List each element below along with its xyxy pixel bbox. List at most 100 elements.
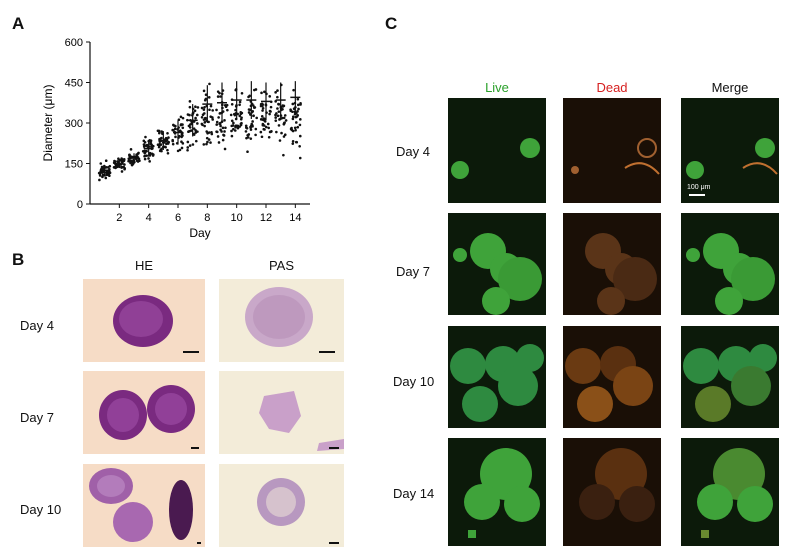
data-point <box>259 130 263 134</box>
data-point <box>296 110 299 113</box>
data-point <box>145 143 149 147</box>
data-point <box>120 160 124 164</box>
data-point <box>240 91 244 95</box>
data-point <box>142 139 146 143</box>
data-point <box>253 88 256 92</box>
data-point <box>202 108 206 111</box>
panel-label-c: C <box>385 14 398 33</box>
data-point <box>202 143 206 146</box>
data-point <box>296 103 300 107</box>
data-point <box>291 117 295 121</box>
dead-day14-image <box>563 438 661 546</box>
y-tick-label: 0 <box>77 199 83 211</box>
data-point <box>275 130 278 134</box>
x-tick-label: 4 <box>146 212 152 224</box>
data-point <box>204 93 208 97</box>
panel-label-b: B <box>12 250 25 269</box>
data-point <box>137 151 140 155</box>
dead-day7-image <box>563 213 661 315</box>
data-point <box>274 91 277 94</box>
data-point <box>172 124 176 127</box>
data-point <box>123 167 126 171</box>
data-point <box>207 96 211 99</box>
data-point <box>262 117 266 120</box>
he-day7-image <box>83 371 205 454</box>
data-point <box>299 101 302 105</box>
data-point <box>101 175 104 179</box>
data-point <box>194 128 197 132</box>
data-point <box>268 112 271 116</box>
data-point <box>128 153 131 157</box>
data-point <box>278 118 281 121</box>
data-point <box>277 110 281 113</box>
data-point <box>129 161 132 165</box>
merge-day10-image <box>681 326 779 428</box>
data-point <box>296 97 300 101</box>
data-point <box>274 113 277 117</box>
data-point <box>260 135 264 139</box>
data-point <box>238 103 241 107</box>
x-axis-label: Day <box>189 226 210 240</box>
data-point <box>98 172 102 175</box>
data-point <box>180 135 183 139</box>
panel-b-row-day7: Day 7 <box>20 410 54 425</box>
data-point <box>209 115 213 118</box>
data-point <box>236 124 240 128</box>
data-point <box>194 131 197 134</box>
data-point <box>188 113 191 117</box>
data-point <box>174 135 177 139</box>
data-point <box>233 129 237 132</box>
data-point <box>181 126 185 130</box>
data-point <box>223 147 227 151</box>
data-point <box>204 97 208 101</box>
data-point <box>171 138 174 142</box>
data-point <box>263 120 267 123</box>
data-point <box>246 150 249 154</box>
data-point <box>267 126 270 130</box>
merge-day14-image <box>681 438 779 546</box>
data-point <box>200 106 204 110</box>
data-point <box>230 102 234 106</box>
data-point <box>296 125 300 129</box>
data-point <box>296 113 300 117</box>
data-point <box>268 95 272 98</box>
data-point <box>193 109 197 113</box>
data-point <box>129 148 133 151</box>
data-point <box>186 140 190 144</box>
data-point <box>150 144 154 148</box>
data-point <box>215 108 218 112</box>
data-point <box>158 131 161 135</box>
data-point <box>211 109 214 112</box>
data-point <box>195 113 199 117</box>
data-point <box>234 125 237 129</box>
data-point <box>179 115 183 119</box>
data-point <box>189 129 193 132</box>
panel-b-header-he: HE <box>134 258 154 273</box>
panel-b-row-day4: Day 4 <box>20 318 54 333</box>
data-point <box>209 104 213 108</box>
data-point <box>276 95 279 99</box>
data-point <box>269 130 273 134</box>
panel-c-row-day4: Day 4 <box>396 144 430 159</box>
x-tick-label: 14 <box>289 212 301 224</box>
data-point <box>196 106 200 109</box>
data-point <box>260 91 263 95</box>
he-day4-image <box>83 279 205 362</box>
data-point <box>253 106 257 109</box>
data-point <box>188 144 192 147</box>
pas-day10-image <box>219 464 344 547</box>
data-point <box>238 114 242 118</box>
data-point <box>141 149 145 153</box>
data-point <box>188 105 192 109</box>
data-point <box>104 176 108 180</box>
data-point <box>98 174 102 177</box>
data-point <box>172 128 175 132</box>
data-point <box>136 160 140 163</box>
data-point <box>178 148 182 152</box>
data-point <box>108 171 112 175</box>
data-point <box>277 102 280 106</box>
data-point <box>284 119 288 122</box>
data-point <box>298 123 302 127</box>
data-point <box>251 125 254 128</box>
data-point <box>247 111 251 114</box>
